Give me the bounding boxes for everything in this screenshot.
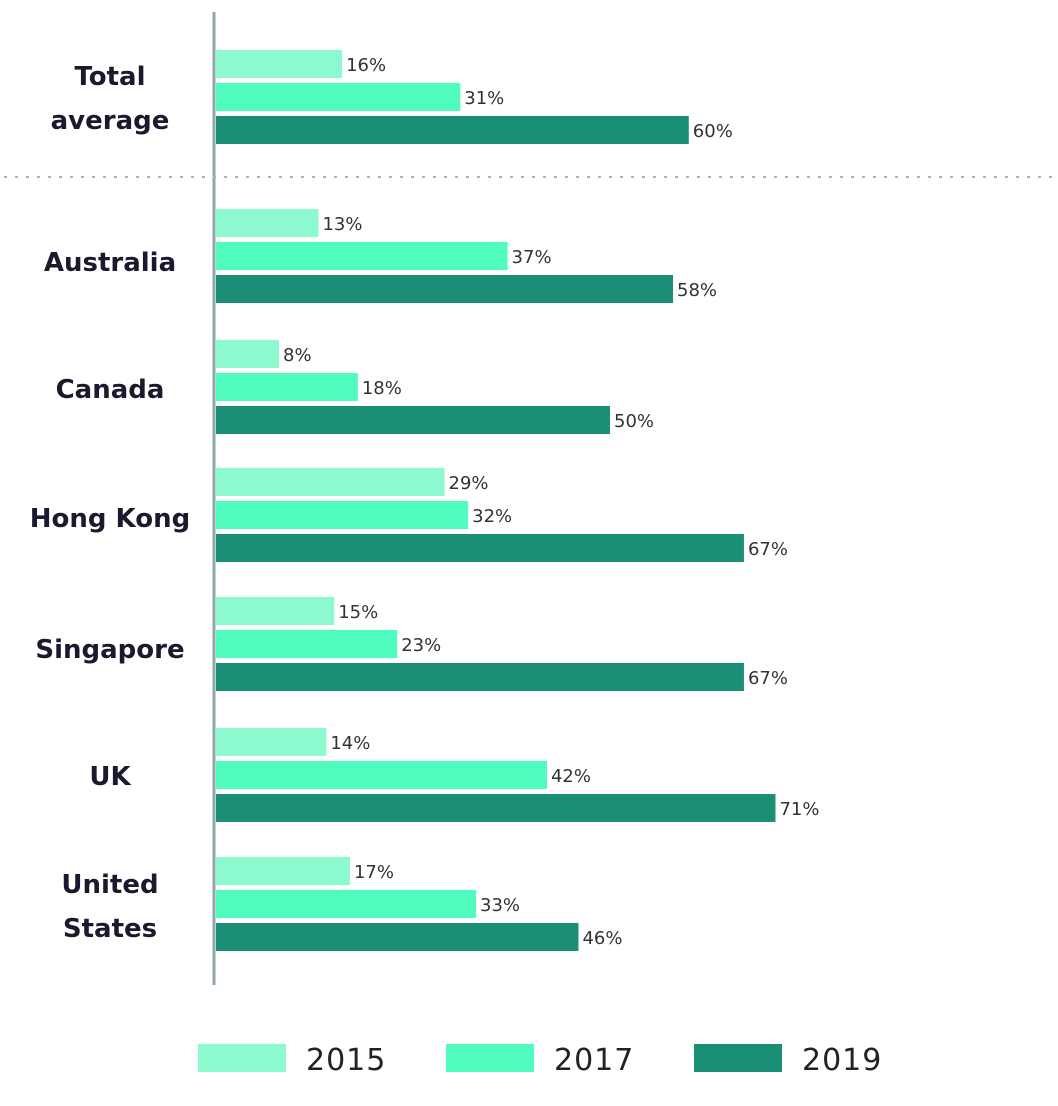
value-label-total-average-2019: 60%: [693, 121, 733, 142]
bar-canada-2015: [216, 340, 280, 368]
category-labels: Total average Australia Canada Hong Kong Sing…: [30, 62, 190, 944]
bar-singapore-2015: [216, 597, 335, 625]
value-label-canada-2019: 50%: [614, 411, 654, 432]
value-label-uk-2019: 71%: [779, 799, 819, 820]
value-label-canada-2015: 8%: [283, 345, 312, 366]
bar-united-states-2019: [216, 923, 579, 951]
bar-uk-2015: [216, 728, 327, 756]
bar-total-average-2017: [216, 83, 461, 111]
bar-united-states-2015: [216, 857, 350, 885]
bar-canada-2019: [216, 406, 610, 434]
value-label-australia-2017: 37%: [512, 247, 552, 268]
value-label-united-states-2015: 17%: [354, 862, 394, 883]
bars-layer: [216, 50, 776, 951]
value-label-australia-2019: 58%: [677, 280, 717, 301]
value-label-uk-2017: 42%: [551, 766, 591, 787]
value-label-hong-kong-2017: 32%: [472, 506, 512, 527]
category-label-united-states: United States: [61, 870, 158, 944]
bar-singapore-2017: [216, 630, 398, 658]
bar-total-average-2019: [216, 116, 689, 144]
value-label-singapore-2019: 67%: [748, 668, 788, 689]
value-label-canada-2017: 18%: [362, 378, 402, 399]
value-label-hong-kong-2015: 29%: [449, 473, 489, 494]
category-label-uk: UK: [89, 762, 131, 792]
value-label-total-average-2017: 31%: [464, 88, 504, 109]
category-label-canada: Canada: [56, 375, 165, 405]
legend-label-2019: 2019: [802, 1043, 882, 1078]
value-label-singapore-2017: 23%: [401, 635, 441, 656]
legend-swatch-2017: [446, 1044, 534, 1072]
value-label-hong-kong-2019: 67%: [748, 539, 788, 560]
value-labels: 16% 31% 60% 13% 37% 58% 8% 18% 50% 29% 32% 67% 15% 23…: [283, 55, 819, 949]
legend-swatch-2019: [694, 1044, 782, 1072]
bar-hong-kong-2015: [216, 468, 445, 496]
bar-total-average-2015: [216, 50, 343, 78]
legend-label-2015: 2015: [306, 1043, 386, 1078]
bar-uk-2017: [216, 761, 547, 789]
category-label-hong-kong: Hong Kong: [30, 504, 190, 534]
bar-united-states-2017: [216, 890, 477, 918]
bar-uk-2019: [216, 794, 776, 822]
value-label-total-average-2015: 16%: [346, 55, 386, 76]
legend: 2015 2017 2019: [198, 1043, 882, 1078]
value-label-australia-2015: 13%: [322, 214, 362, 235]
bar-hong-kong-2017: [216, 501, 469, 529]
category-label-singapore: Singapore: [35, 635, 184, 665]
legend-swatch-2015: [198, 1044, 286, 1072]
bar-singapore-2019: [216, 663, 744, 691]
category-label-total-average: Total average: [51, 62, 170, 136]
bar-australia-2015: [216, 209, 319, 237]
value-label-united-states-2017: 33%: [480, 895, 520, 916]
bar-canada-2017: [216, 373, 358, 401]
bar-australia-2019: [216, 275, 674, 303]
bar-hong-kong-2019: [216, 534, 744, 562]
legend-label-2017: 2017: [554, 1043, 634, 1078]
bar-australia-2017: [216, 242, 508, 270]
category-label-australia: Australia: [44, 248, 176, 278]
value-label-united-states-2019: 46%: [582, 928, 622, 949]
value-label-uk-2015: 14%: [330, 733, 370, 754]
value-label-singapore-2015: 15%: [338, 602, 378, 623]
